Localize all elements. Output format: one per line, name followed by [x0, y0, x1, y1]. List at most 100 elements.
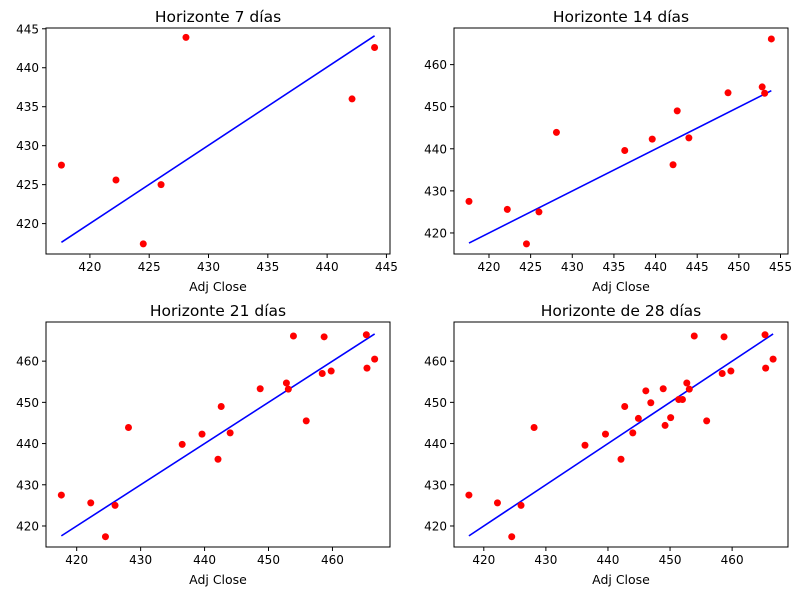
data-point — [761, 89, 769, 97]
x-tick-label: 420 — [472, 553, 495, 567]
x-tick-label: 425 — [138, 260, 161, 274]
data-point — [87, 499, 95, 507]
data-point — [217, 402, 225, 410]
y-tick-label: 460 — [424, 58, 447, 72]
regression-line — [468, 333, 774, 537]
x-tick-label: 430 — [534, 553, 557, 567]
data-point — [320, 333, 328, 341]
x-tick-label: 450 — [659, 553, 682, 567]
axes-frame — [453, 27, 789, 255]
plot-area — [57, 33, 379, 248]
x-tick-label: 425 — [519, 260, 542, 274]
x-tick-label: 420 — [478, 260, 501, 274]
y-tick-label: 420 — [16, 519, 39, 533]
subplot-title: Horizonte de 28 días — [541, 302, 701, 320]
data-point — [302, 417, 310, 425]
data-point — [642, 387, 650, 395]
data-point — [727, 367, 735, 375]
data-point — [214, 455, 222, 463]
x-tick-label: 450 — [257, 553, 280, 567]
axes-frame — [45, 321, 391, 548]
data-point — [647, 399, 655, 407]
x-axis-label: Adj Close — [592, 279, 650, 294]
data-point — [178, 440, 186, 448]
data-point — [101, 533, 109, 541]
y-tick-label: 460 — [424, 355, 447, 369]
data-point — [535, 208, 543, 216]
data-point — [667, 414, 675, 422]
x-tick-label: 430 — [197, 260, 220, 274]
x-tick-label: 435 — [256, 260, 279, 274]
x-tick-label: 455 — [769, 260, 792, 274]
subplot-title: Horizonte 7 días — [155, 8, 281, 26]
subplot-2: Horizonte 14 días 420 425 430 435 440 445 450 45… — [424, 8, 792, 294]
axes-frame — [45, 27, 391, 255]
y-tick-label: 440 — [424, 142, 447, 156]
data-point — [139, 240, 147, 248]
axes-frame — [453, 321, 789, 548]
x-tick-label: 440 — [644, 260, 667, 274]
data-point — [318, 370, 326, 378]
x-tick-label: 420 — [78, 260, 101, 274]
y-tick-label: 450 — [424, 396, 447, 410]
data-point — [363, 364, 371, 372]
data-point — [720, 333, 728, 341]
y-tick-label: 425 — [16, 178, 39, 192]
data-point — [683, 379, 691, 387]
subplot-4: Horizonte de 28 días 420 430 440 450 460 420 43… — [424, 302, 789, 587]
y-tick-label: 440 — [424, 437, 447, 451]
plot-area — [57, 331, 379, 541]
y-tick-label: 435 — [16, 100, 39, 114]
regression-line — [60, 35, 376, 243]
y-tick-label: 430 — [424, 478, 447, 492]
data-point — [718, 370, 726, 378]
x-tick-label: 440 — [316, 260, 339, 274]
y-tick-label: 440 — [16, 61, 39, 75]
data-point — [157, 181, 165, 189]
data-point — [57, 161, 65, 169]
x-tick-label: 445 — [686, 260, 709, 274]
data-point — [57, 491, 65, 499]
y-tick-label: 430 — [16, 139, 39, 153]
data-point — [493, 499, 501, 507]
data-point — [530, 423, 538, 431]
x-tick-label: 435 — [602, 260, 625, 274]
data-point — [182, 33, 190, 41]
x-axis-label: Adj Close — [592, 572, 650, 587]
subplot-1: Horizonte 7 días 420 425 430 435 440 445 420 425… — [16, 8, 398, 294]
y-tick-label: 460 — [16, 355, 39, 369]
data-point — [659, 385, 667, 393]
data-point — [758, 83, 766, 91]
data-point — [111, 501, 119, 509]
data-point — [761, 331, 769, 339]
data-point — [769, 355, 777, 363]
plot-area — [465, 35, 775, 248]
data-point — [634, 414, 642, 422]
data-point — [517, 501, 525, 509]
y-tick-label: 440 — [16, 437, 39, 451]
y-tick-label: 430 — [16, 478, 39, 492]
y-tick-label: 430 — [424, 184, 447, 198]
x-tick-label: 440 — [597, 553, 620, 567]
x-tick-label: 460 — [321, 553, 344, 567]
y-tick-label: 445 — [16, 22, 39, 36]
x-tick-label: 460 — [721, 553, 744, 567]
data-point — [124, 423, 132, 431]
data-point — [648, 135, 656, 143]
data-point — [465, 197, 473, 205]
y-tick-label: 450 — [424, 100, 447, 114]
x-tick-label: 430 — [129, 553, 152, 567]
data-point — [690, 332, 698, 340]
x-tick-label: 445 — [375, 260, 398, 274]
data-point — [327, 367, 335, 375]
y-tick-label: 420 — [424, 519, 447, 533]
regression-line — [60, 333, 376, 537]
data-point — [581, 441, 589, 449]
x-tick-label: 420 — [65, 553, 88, 567]
data-point — [284, 385, 292, 393]
data-point — [724, 89, 732, 97]
data-point — [256, 385, 264, 393]
data-point — [282, 379, 290, 387]
data-point — [362, 331, 370, 339]
